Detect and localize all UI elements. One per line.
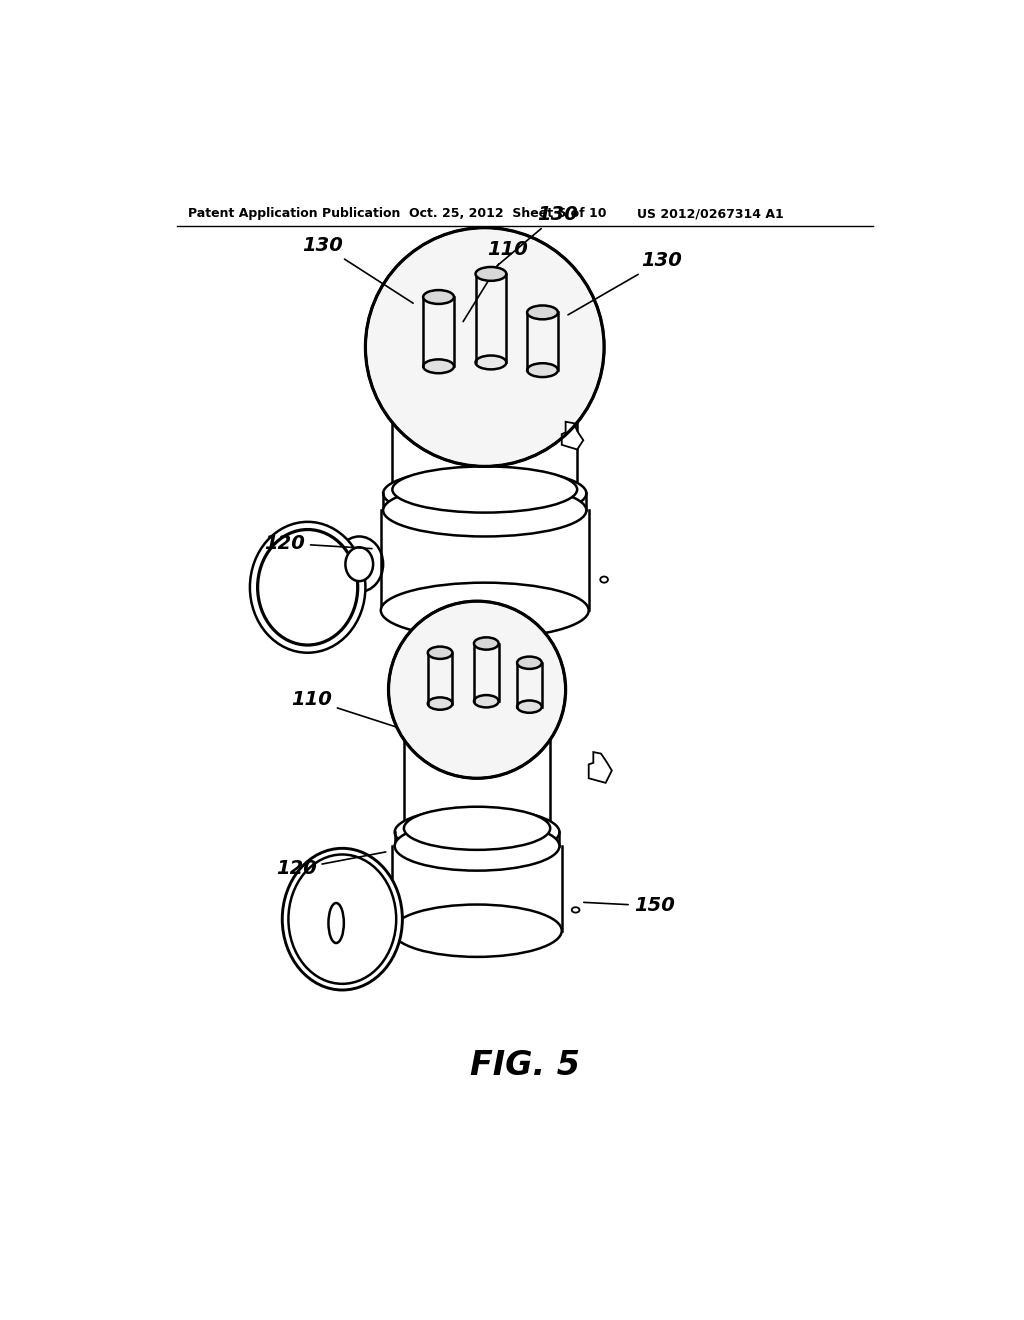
Ellipse shape [258, 529, 357, 645]
Ellipse shape [527, 363, 558, 378]
Ellipse shape [403, 807, 550, 850]
Ellipse shape [474, 638, 499, 649]
Ellipse shape [388, 601, 565, 779]
Ellipse shape [336, 536, 383, 591]
Ellipse shape [392, 466, 578, 512]
Ellipse shape [250, 521, 366, 653]
Text: FIG. 5: FIG. 5 [470, 1049, 580, 1082]
Ellipse shape [289, 854, 396, 983]
Ellipse shape [283, 849, 402, 990]
Ellipse shape [423, 359, 454, 374]
Ellipse shape [517, 701, 542, 713]
Ellipse shape [345, 548, 373, 581]
Text: Patent Application Publication: Patent Application Publication [188, 207, 400, 220]
Ellipse shape [366, 228, 604, 466]
Polygon shape [589, 752, 611, 783]
Ellipse shape [475, 267, 506, 281]
Text: US 2012/0267314 A1: US 2012/0267314 A1 [637, 207, 784, 220]
Text: 120: 120 [264, 533, 372, 553]
Ellipse shape [600, 577, 608, 582]
Text: 120: 120 [275, 851, 386, 879]
Ellipse shape [383, 484, 587, 536]
Ellipse shape [517, 656, 542, 669]
Ellipse shape [394, 821, 559, 871]
Ellipse shape [394, 808, 559, 857]
Ellipse shape [428, 697, 453, 710]
Text: 150: 150 [584, 896, 675, 916]
Text: 110: 110 [291, 690, 397, 727]
Ellipse shape [428, 647, 453, 659]
Text: 110: 110 [463, 240, 528, 322]
Ellipse shape [392, 904, 562, 957]
Text: Oct. 25, 2012  Sheet 5 of 10: Oct. 25, 2012 Sheet 5 of 10 [410, 207, 607, 220]
Ellipse shape [329, 903, 344, 942]
Ellipse shape [423, 290, 454, 304]
Ellipse shape [475, 355, 506, 370]
Ellipse shape [571, 907, 580, 912]
Text: 130: 130 [497, 205, 579, 265]
Polygon shape [562, 422, 584, 449]
Text: 130: 130 [303, 236, 413, 304]
Ellipse shape [381, 582, 589, 638]
Text: 130: 130 [568, 251, 682, 315]
Ellipse shape [383, 469, 587, 519]
Ellipse shape [474, 696, 499, 708]
Ellipse shape [527, 305, 558, 319]
